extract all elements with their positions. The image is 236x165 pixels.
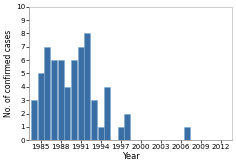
Bar	[31, 100, 37, 140]
Y-axis label: No. of confirmed cases: No. of confirmed cases	[4, 30, 13, 117]
Bar	[98, 127, 104, 140]
Bar	[184, 127, 190, 140]
Bar	[91, 100, 97, 140]
Bar	[124, 114, 130, 140]
Bar	[104, 87, 110, 140]
Bar	[84, 33, 90, 140]
Bar	[51, 60, 57, 140]
Bar	[118, 127, 124, 140]
Bar	[78, 47, 84, 140]
Bar	[71, 60, 77, 140]
X-axis label: Year: Year	[122, 152, 139, 161]
Bar	[64, 87, 70, 140]
Bar	[38, 73, 44, 140]
Bar	[58, 60, 64, 140]
Bar	[44, 47, 50, 140]
